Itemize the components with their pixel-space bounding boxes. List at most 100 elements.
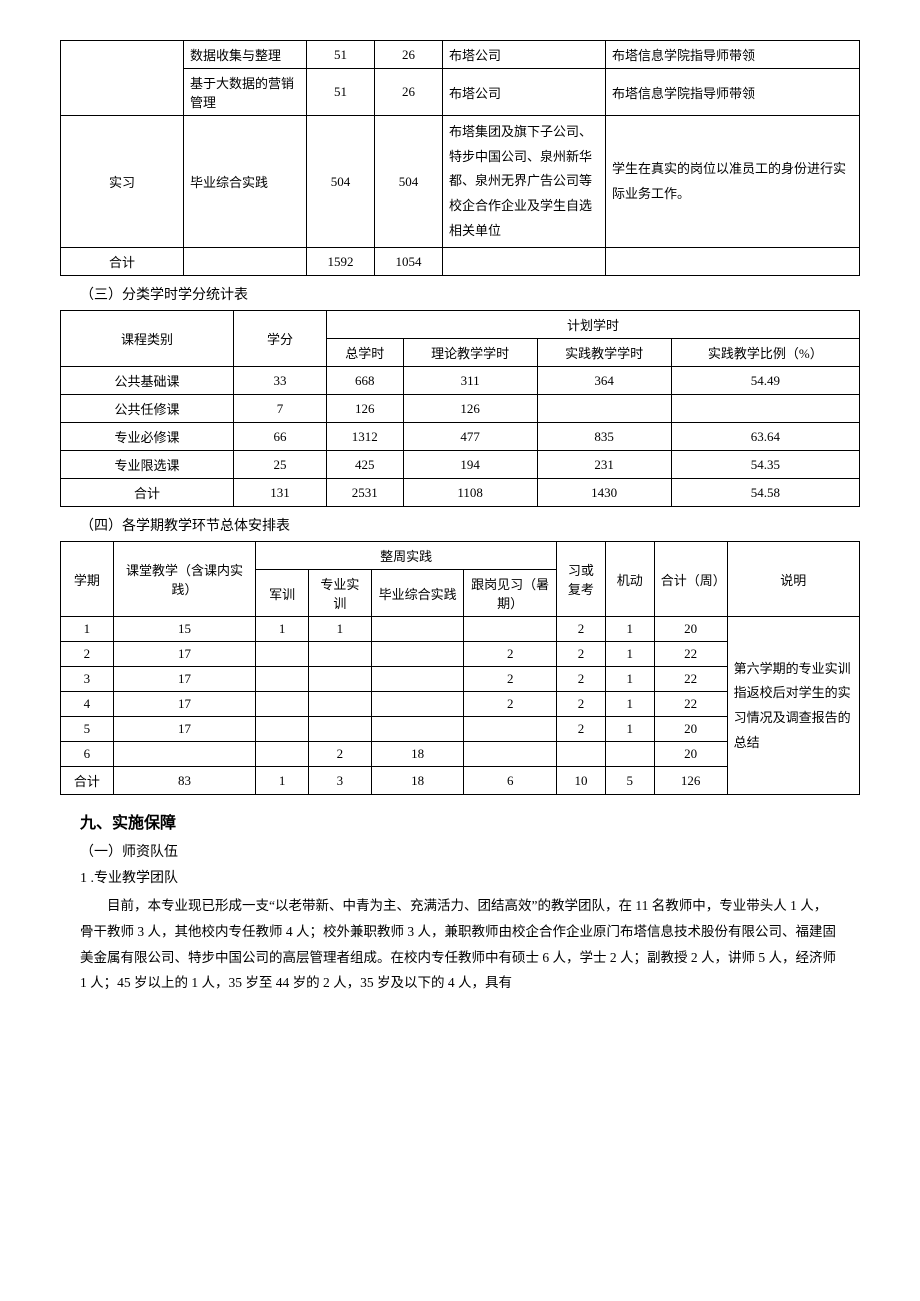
- cell: 1: [256, 767, 309, 795]
- table-row: 数据收集与整理 51 26 布塔公司 布塔信息学院指导师带领: [61, 41, 860, 69]
- cell-location: 布塔公司: [443, 41, 606, 69]
- cell: 66: [234, 423, 327, 451]
- cell: 54.58: [671, 479, 859, 507]
- cell: 1430: [537, 479, 671, 507]
- header-class: 课堂教学（含课内实践）: [113, 542, 255, 617]
- header-exam: 习或复考: [557, 542, 606, 617]
- subheading-1: （一）师资队伍: [80, 841, 860, 861]
- table-header-row: 课程类别 学分 计划学时: [61, 311, 860, 339]
- table-row-total: 合计 1592 1054: [61, 248, 860, 276]
- cell: [309, 667, 372, 692]
- cell: 5: [61, 717, 114, 742]
- cell-note: 第六学期的专业实训指返校后对学生的实习情况及调查报告的总结: [727, 617, 859, 795]
- cell: [256, 667, 309, 692]
- cell: 2: [61, 642, 114, 667]
- cell: 20: [654, 717, 727, 742]
- cell: [557, 742, 606, 767]
- cell-hours1: 1592: [307, 248, 375, 276]
- header-note: 说明: [727, 542, 859, 617]
- cell: [256, 642, 309, 667]
- header-total-hours: 总学时: [327, 339, 404, 367]
- header-category: 课程类别: [61, 311, 234, 367]
- cell: 10: [557, 767, 606, 795]
- section-title-4: （四）各学期教学环节总体安排表: [80, 515, 860, 535]
- cell: 2: [557, 642, 606, 667]
- cell-note: 布塔信息学院指导师带领: [606, 69, 860, 116]
- cell-hours1: 51: [307, 41, 375, 69]
- cell: 17: [113, 692, 255, 717]
- header-practice: 整周实践: [256, 542, 557, 570]
- table-row: 专业限选课 25 425 194 231 54.35: [61, 451, 860, 479]
- cell: [464, 617, 557, 642]
- cell: [537, 395, 671, 423]
- cell: 20: [654, 617, 727, 642]
- cell: [464, 742, 557, 767]
- cell-hours1: 51: [307, 69, 375, 116]
- cell-course: 基于大数据的营销管理: [184, 69, 307, 116]
- cell-location: 布塔公司: [443, 69, 606, 116]
- cell: 专业限选课: [61, 451, 234, 479]
- cell-course: 毕业综合实践: [184, 116, 307, 248]
- cell-hours2: 1054: [375, 248, 443, 276]
- cell: 668: [327, 367, 404, 395]
- cell: 2: [557, 692, 606, 717]
- table-row: 公共基础课 33 668 311 364 54.49: [61, 367, 860, 395]
- cell: [256, 717, 309, 742]
- cell: 126: [403, 395, 537, 423]
- header-ratio: 实践教学比例（%）: [671, 339, 859, 367]
- table-header-row: 学期 课堂教学（含课内实践） 整周实践 习或复考 机动 合计（周） 说明: [61, 542, 860, 570]
- header-p3: 毕业综合实践: [371, 570, 464, 617]
- cell: 1: [256, 617, 309, 642]
- cell: 合计: [61, 479, 234, 507]
- cell: 2: [464, 667, 557, 692]
- header-p1: 军训: [256, 570, 309, 617]
- cell: 合计: [61, 767, 114, 795]
- header-theory-hours: 理论教学学时: [403, 339, 537, 367]
- cell: 2: [557, 617, 606, 642]
- cell: 2: [557, 717, 606, 742]
- cell: [671, 395, 859, 423]
- cell-hours2: 26: [375, 69, 443, 116]
- cell: [309, 717, 372, 742]
- cell: 22: [654, 642, 727, 667]
- cell: [371, 667, 464, 692]
- cell-total-label: 合计: [61, 248, 184, 276]
- cell: 231: [537, 451, 671, 479]
- cell: 477: [403, 423, 537, 451]
- cell: [371, 692, 464, 717]
- cell: 公共基础课: [61, 367, 234, 395]
- cell: 17: [113, 717, 255, 742]
- cell: 5: [605, 767, 654, 795]
- cell: 22: [654, 667, 727, 692]
- cell: 2: [309, 742, 372, 767]
- cell: 425: [327, 451, 404, 479]
- cell: 1: [605, 667, 654, 692]
- table-credit-stats: 课程类别 学分 计划学时 总学时 理论教学学时 实践教学学时 实践教学比例（%）…: [60, 310, 860, 507]
- cell-category: 实习: [61, 116, 184, 248]
- paragraph-team: 目前，本专业现已形成一支“以老带新、中青为主、充满活力、团结高效”的教学团队，在…: [80, 893, 840, 996]
- cell-note: 布塔信息学院指导师带领: [606, 41, 860, 69]
- header-p2: 专业实训: [309, 570, 372, 617]
- cell: 1: [605, 717, 654, 742]
- cell: 1: [61, 617, 114, 642]
- table-row: 专业必修课 66 1312 477 835 63.64: [61, 423, 860, 451]
- table-row: 公共任修课 7 126 126: [61, 395, 860, 423]
- header-credit: 学分: [234, 311, 327, 367]
- cell: 194: [403, 451, 537, 479]
- cell: [309, 642, 372, 667]
- cell-hours2: 26: [375, 41, 443, 69]
- cell: 20: [654, 742, 727, 767]
- header-total: 合计（周）: [654, 542, 727, 617]
- cell: 公共任修课: [61, 395, 234, 423]
- cell: 专业必修课: [61, 423, 234, 451]
- cell: [605, 742, 654, 767]
- cell-hours2: 504: [375, 116, 443, 248]
- cell: 25: [234, 451, 327, 479]
- cell: [113, 742, 255, 767]
- header-practice-hours: 实践教学学时: [537, 339, 671, 367]
- cell: 3: [309, 767, 372, 795]
- table-row: 1 15 1 1 2 1 20 第六学期的专业实训指返校后对学生的实习情况及调查…: [61, 617, 860, 642]
- cell-note: 学生在真实的岗位以准员工的身份进行实际业务工作。: [606, 116, 860, 248]
- cell: 33: [234, 367, 327, 395]
- cell: 1312: [327, 423, 404, 451]
